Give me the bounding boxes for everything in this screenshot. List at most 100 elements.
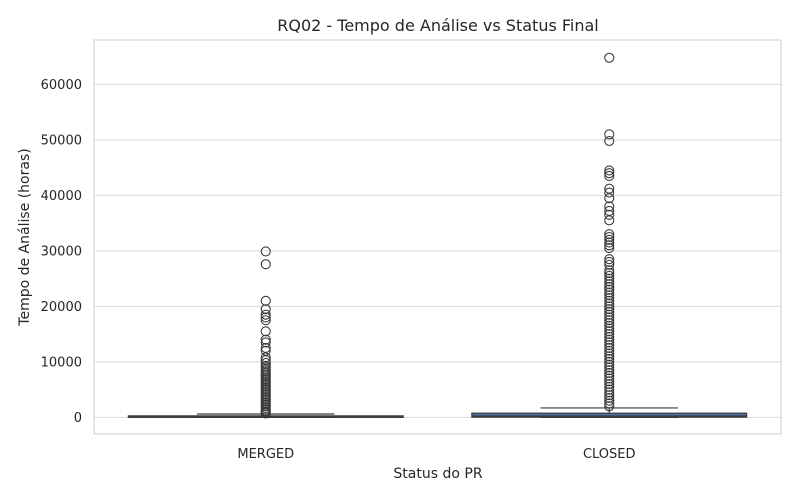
y-tick-label-5: 50000 xyxy=(41,133,82,148)
outlier-closed-46 xyxy=(604,331,615,342)
outlier-merged-8 xyxy=(260,334,271,345)
outlier-closed-38 xyxy=(604,309,615,320)
outlier-closed-21 xyxy=(604,259,615,270)
outlier-closed-27 xyxy=(604,279,615,290)
outlier-merged-3 xyxy=(260,304,271,315)
outlier-closed-28 xyxy=(604,281,615,292)
outlier-closed-61 xyxy=(604,373,615,384)
outlier-closed-56 xyxy=(604,359,615,370)
outlier-closed-43 xyxy=(604,323,615,334)
y-tick-label-4: 40000 xyxy=(41,189,82,204)
outlier-closed-48 xyxy=(604,337,615,348)
outlier-closed-52 xyxy=(604,348,615,359)
box-group-merged xyxy=(127,246,404,419)
outlier-merged-7 xyxy=(260,326,271,337)
outlier-merged-5 xyxy=(260,312,271,323)
outlier-closed-68 xyxy=(604,392,615,403)
outlier-merged-1 xyxy=(260,259,271,270)
grid-lines xyxy=(94,83,781,418)
outlier-merged-14 xyxy=(260,357,271,369)
outlier-closed-40 xyxy=(604,315,615,326)
outlier-closed-47 xyxy=(604,334,615,345)
outlier-closed-2 xyxy=(604,135,615,147)
y-tick-label-1: 10000 xyxy=(41,355,82,370)
outlier-closed-9 xyxy=(604,201,615,212)
outlier-closed-12 xyxy=(604,215,615,226)
outlier-closed-66 xyxy=(604,387,615,398)
x-tick-labels: MERGED CLOSED xyxy=(237,447,635,462)
outlier-closed-34 xyxy=(604,298,615,309)
outlier-closed-18 xyxy=(604,243,615,254)
outlier-closed-70 xyxy=(604,398,615,409)
outlier-closed-14 xyxy=(604,231,615,243)
outlier-closed-42 xyxy=(604,320,615,331)
x-axis-label: Status do PR xyxy=(393,466,482,482)
outlier-closed-37 xyxy=(604,306,615,317)
outlier-closed-3 xyxy=(604,165,615,176)
outlier-closed-39 xyxy=(604,312,615,323)
y-tick-label-6: 60000 xyxy=(41,78,82,93)
outlier-closed-25 xyxy=(604,273,615,284)
outlier-closed-53 xyxy=(604,351,615,362)
outlier-closed-23 xyxy=(604,268,615,279)
outlier-closed-8 xyxy=(604,193,615,204)
outlier-closed-54 xyxy=(604,354,615,365)
outlier-closed-33 xyxy=(604,295,615,306)
outlier-closed-71 xyxy=(604,401,615,412)
box-closed xyxy=(471,412,748,418)
outlier-closed-36 xyxy=(604,304,615,315)
outlier-merged-9 xyxy=(260,337,271,348)
outlier-closed-32 xyxy=(604,292,615,304)
outlier-closed-5 xyxy=(604,170,615,182)
outlier-merged-4 xyxy=(260,309,271,320)
chart-title: RQ02 - Tempo de Análise vs Status Final xyxy=(277,16,599,35)
y-tick-label-2: 20000 xyxy=(41,300,82,315)
outlier-closed-60 xyxy=(604,370,615,381)
outlier-closed-1 xyxy=(604,129,615,140)
outlier-closed-4 xyxy=(604,168,615,179)
outlier-closed-22 xyxy=(604,265,615,276)
outlier-closed-44 xyxy=(604,326,615,337)
outlier-closed-67 xyxy=(604,390,615,401)
outlier-closed-11 xyxy=(604,209,615,220)
y-tick-labels: 0 10000 20000 30000 40000 50000 60000 xyxy=(41,78,82,426)
outlier-closed-30 xyxy=(604,287,615,298)
y-tick-label-0: 0 xyxy=(74,411,82,426)
outlier-closed-45 xyxy=(604,329,615,340)
outlier-closed-26 xyxy=(604,276,615,287)
outlier-closed-50 xyxy=(604,342,615,354)
outlier-merged-12 xyxy=(260,352,271,363)
box-group-closed xyxy=(471,52,748,418)
outlier-closed-59 xyxy=(604,367,615,379)
boxes-layer xyxy=(127,52,748,419)
outlier-closed-58 xyxy=(604,365,615,376)
outlier-closed-63 xyxy=(604,379,615,390)
outlier-closed-24 xyxy=(604,270,615,281)
y-tick-label-3: 30000 xyxy=(41,244,82,259)
outlier-closed-62 xyxy=(604,376,615,387)
outlier-closed-19 xyxy=(604,254,615,265)
outlier-closed-51 xyxy=(604,345,615,356)
outlier-closed-29 xyxy=(604,284,615,295)
outlier-merged-44 xyxy=(260,408,271,419)
plot-area xyxy=(93,39,782,435)
y-axis-label: Tempo de Análise (horas) xyxy=(17,148,33,326)
outlier-closed-49 xyxy=(604,340,615,351)
outlier-closed-0 xyxy=(604,52,615,63)
x-tick-label-merged: MERGED xyxy=(237,447,294,462)
outlier-closed-15 xyxy=(604,234,615,245)
outlier-closed-41 xyxy=(604,317,615,329)
outlier-closed-20 xyxy=(604,256,615,268)
outlier-closed-65 xyxy=(604,384,615,395)
outlier-merged-6 xyxy=(260,315,271,326)
outlier-closed-55 xyxy=(604,356,615,367)
outlier-merged-2 xyxy=(260,295,271,306)
outlier-closed-16 xyxy=(604,237,615,248)
x-tick-label-closed: CLOSED xyxy=(583,447,636,462)
outlier-closed-69 xyxy=(604,395,615,406)
outlier-closed-57 xyxy=(604,362,615,373)
outlier-closed-17 xyxy=(604,240,615,251)
outlier-closed-35 xyxy=(604,301,615,312)
outlier-closed-64 xyxy=(604,381,615,392)
